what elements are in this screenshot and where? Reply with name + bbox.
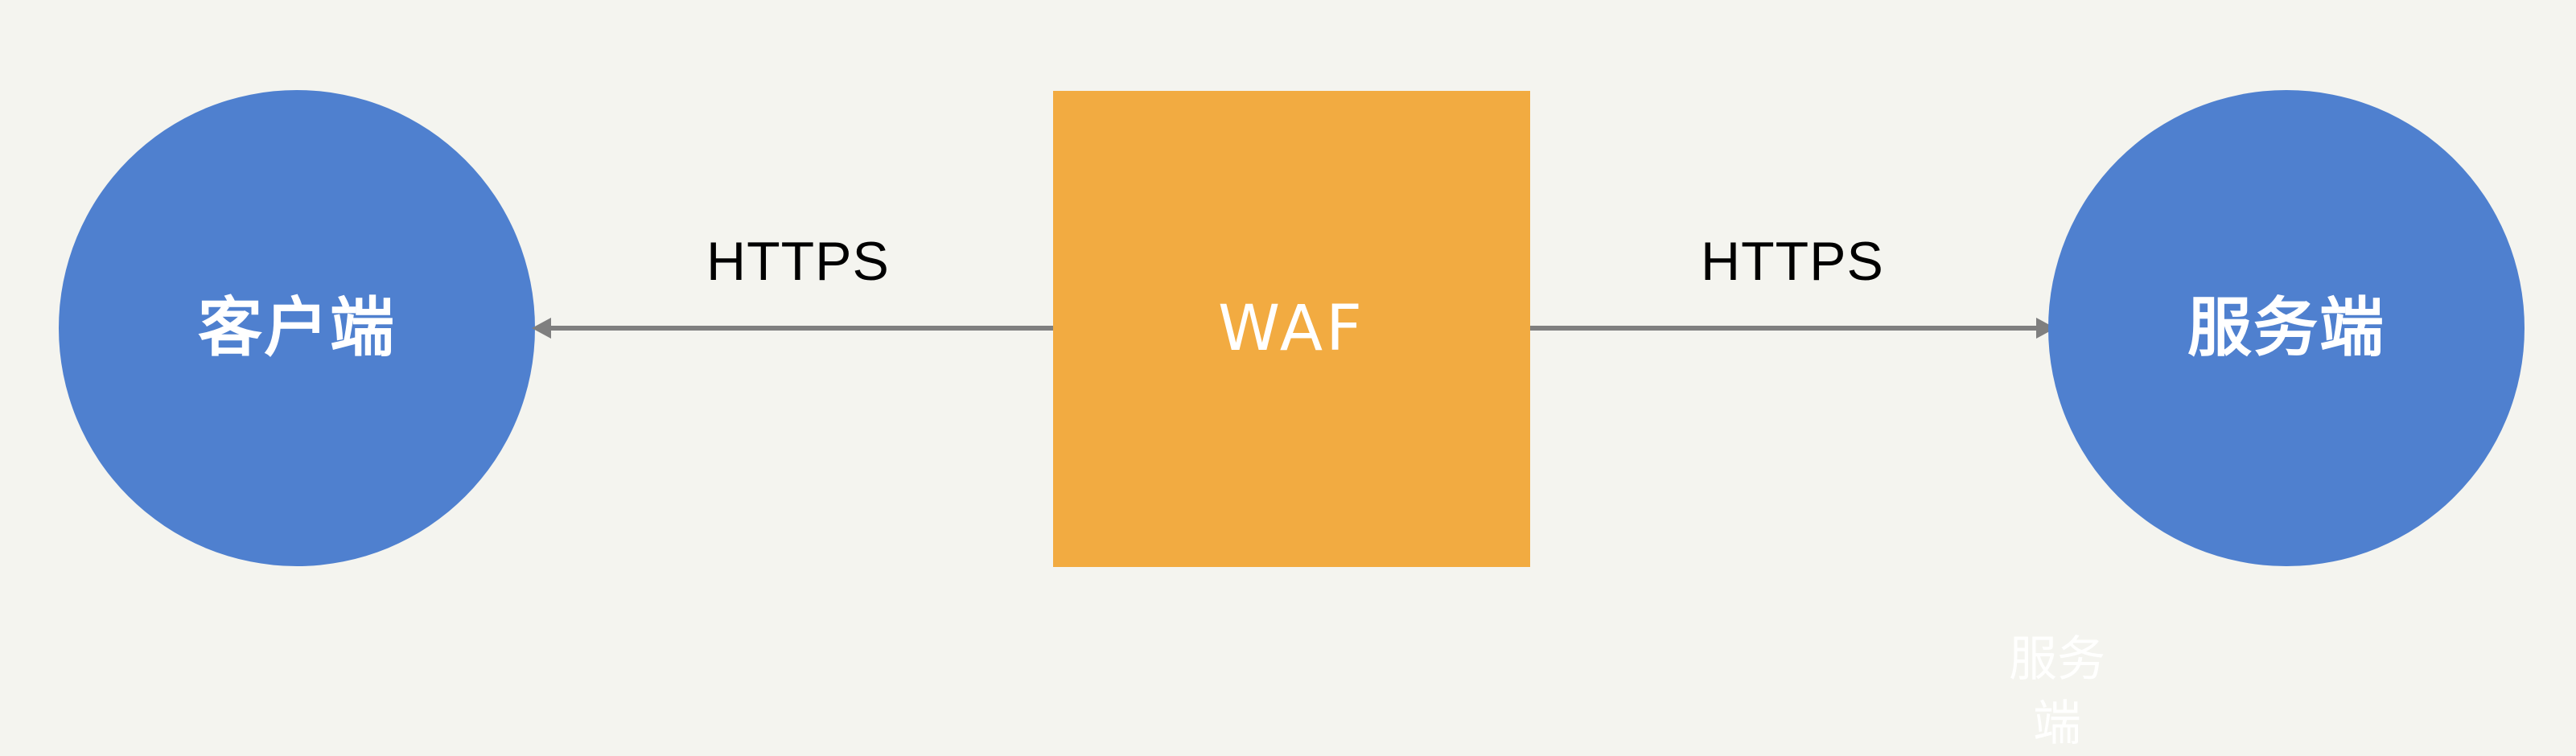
waf-label: WAF [1217, 293, 1366, 365]
waf-node: WAF [1053, 91, 1530, 567]
waf-to-client-connection [548, 326, 1053, 331]
waf-to-server-connection [1530, 326, 2036, 331]
network-diagram: 客户端 HTTPS WAF HTTPS 服务端 服务端 [59, 90, 2525, 752]
server-label: 服务端 [2187, 290, 2385, 365]
server-node: 服务端 [2048, 90, 2525, 566]
waf-to-server-protocol-label: HTTPS [1701, 231, 1884, 292]
waf-to-client-protocol-label: HTTPS [706, 231, 890, 292]
server-ghost-label: 服务端 [2009, 631, 2105, 752]
client-node: 客户端 [59, 90, 535, 566]
client-label: 客户端 [198, 290, 396, 365]
